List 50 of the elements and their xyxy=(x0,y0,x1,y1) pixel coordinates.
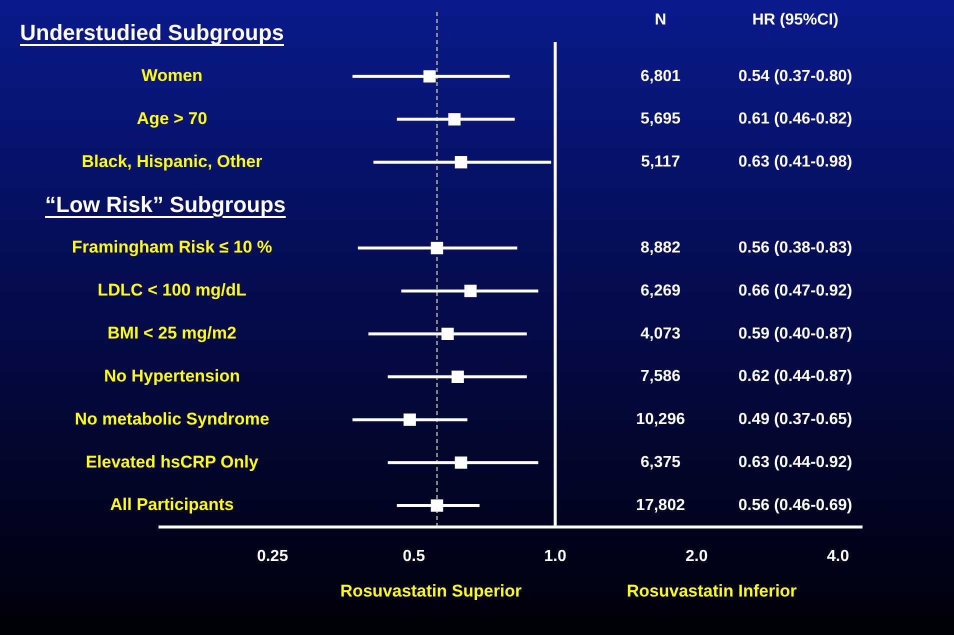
point xyxy=(423,70,436,83)
x-tick-label: 2.0 xyxy=(685,548,708,566)
annotation: 0.66 (0.47-0.92) xyxy=(738,282,852,300)
annotation: 0.63 (0.44-0.92) xyxy=(738,454,852,472)
y-tick-label: All Participants xyxy=(110,495,234,514)
annotation: 0.62 (0.44-0.87) xyxy=(738,368,852,386)
point xyxy=(454,156,468,168)
annotation: 0.56 (0.38-0.83) xyxy=(738,239,852,256)
y-tick-label: Framingham Risk ≤ 10 % xyxy=(72,238,272,257)
annotation: HR (95%CI) xyxy=(752,11,838,28)
y-tick-label: No Hypertension xyxy=(104,366,240,386)
point xyxy=(430,242,444,254)
annotation: 0.63 (0.41-0.98) xyxy=(738,154,852,171)
annotation: 6,801 xyxy=(640,68,681,85)
y-tick-label: Age > 70 xyxy=(136,108,208,128)
y-tick-label: “Low Risk” Subgroups xyxy=(45,192,286,218)
annotation: 0.59 (0.40-0.87) xyxy=(738,325,852,342)
point xyxy=(441,328,454,340)
point xyxy=(454,456,468,469)
annotation: 5,117 xyxy=(640,154,680,171)
annotation: 7,586 xyxy=(640,368,681,386)
y-tick-label: Women xyxy=(141,66,203,86)
x-tick-label: 0.5 xyxy=(402,548,426,566)
annotation: 0.61 (0.46-0.82) xyxy=(738,110,852,128)
x-tick-label: 1.0 xyxy=(544,548,566,566)
point xyxy=(452,370,464,383)
annotation: 0.49 (0.37-0.65) xyxy=(738,411,852,428)
x-tick-label: 4.0 xyxy=(826,548,850,566)
y-tick-label: BMI < 25 mg/m2 xyxy=(108,324,236,343)
y-tick-label: LDLC < 100 mg/dL xyxy=(98,280,246,300)
y-tick-label: No metabolic Syndrome xyxy=(74,409,270,428)
annotation: 10,296 xyxy=(636,411,686,428)
annotation: 0.56 (0.46-0.69) xyxy=(738,496,852,514)
y-tick-label: Black, Hispanic, Other xyxy=(82,152,263,171)
annotation: 0.54 (0.37-0.80) xyxy=(738,68,852,85)
text: Rosuvastatin Inferior xyxy=(626,582,798,601)
y-tick-label: Understudied Subgroups xyxy=(20,20,284,46)
annotation: 4,073 xyxy=(640,325,681,342)
point xyxy=(464,284,477,298)
y-tick-label: Elevated hsCRP Only xyxy=(86,452,259,472)
annotation: 5,695 xyxy=(640,110,681,128)
annotation: N xyxy=(654,11,666,28)
annotation: 8,882 xyxy=(640,239,681,256)
annotation: 6,269 xyxy=(640,282,681,300)
point xyxy=(448,113,461,126)
x-tick-label: 0.25 xyxy=(256,548,288,566)
text: Rosuvastatin Superior xyxy=(340,582,522,601)
annotation: 17,802 xyxy=(636,496,686,514)
point xyxy=(430,499,444,512)
annotation: 6,375 xyxy=(640,454,681,472)
